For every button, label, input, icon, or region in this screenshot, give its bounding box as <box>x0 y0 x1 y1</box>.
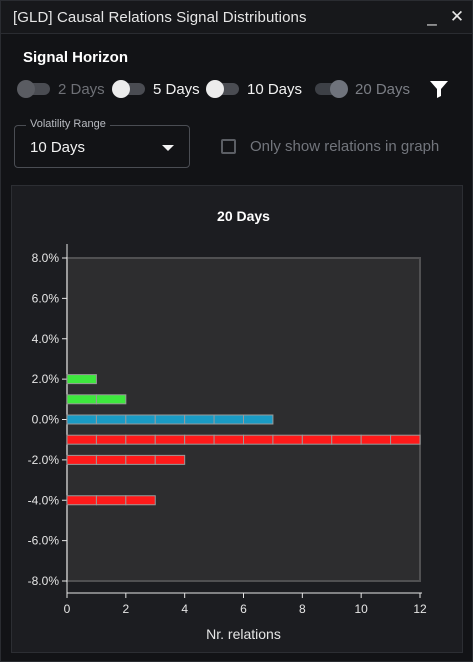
volatility-range-value: 10 Days <box>30 139 86 156</box>
y-tick-label: 4.0% <box>32 332 60 346</box>
volatility-range-select[interactable]: Volatility Range 10 Days <box>14 118 190 168</box>
bar-segment <box>66 394 97 405</box>
caret-down-icon <box>162 145 174 151</box>
toggle-2-days[interactable]: 2 Days <box>17 79 105 99</box>
volatility-range-legend: Volatility Range <box>26 118 110 130</box>
switch-track <box>206 80 239 98</box>
switch-knob <box>17 80 35 98</box>
bar-segment <box>125 454 156 465</box>
switch-knob <box>112 80 130 98</box>
toggle-5-days[interactable]: 5 Days <box>112 79 200 99</box>
y-tick-label: -8.0% <box>28 574 60 588</box>
title-bar: [GLD] Causal Relations Signal Distributi… <box>1 1 472 34</box>
bar-segment <box>95 454 127 465</box>
y-tick-label: 6.0% <box>32 291 60 305</box>
bar-segment <box>272 434 303 445</box>
bar-segment <box>243 414 274 425</box>
chart-panel: 20 Days 8.0% 6.0% 4.0% 2.0% 0.0% -2.0% -4.0% -6.… <box>11 185 463 653</box>
toggle-label: 5 Days <box>153 80 200 98</box>
bar-segment <box>95 434 127 445</box>
bar-segment <box>360 434 392 445</box>
x-tick-label: 2 <box>122 602 129 616</box>
only-show-checkbox[interactable] <box>221 139 236 154</box>
bar-segment <box>154 414 186 425</box>
bar-segment <box>184 414 215 425</box>
toggle-20-days[interactable]: 20 Days <box>315 79 410 99</box>
minimize-icon[interactable]: _ <box>427 7 437 26</box>
bar-segment <box>95 414 127 425</box>
switch-track <box>315 80 348 98</box>
bar-segment <box>66 495 97 506</box>
only-show-label[interactable]: Only show relations in graph <box>250 138 440 155</box>
filter-icon[interactable] <box>429 79 449 99</box>
y-tick-label: -6.0% <box>28 534 60 548</box>
toggle-10-days[interactable]: 10 Days <box>206 79 303 99</box>
bar-segment <box>66 434 97 445</box>
bar-segment <box>213 434 244 445</box>
y-tick-label: 8.0% <box>32 251 60 265</box>
bar-segment <box>66 414 97 425</box>
x-tick-label: 0 <box>64 602 71 616</box>
bar-segment <box>66 454 97 465</box>
bar-segment <box>184 434 215 445</box>
window-title: [GLD] Causal Relations Signal Distributi… <box>13 9 307 26</box>
bar-segment <box>125 434 156 445</box>
y-tick-label: -4.0% <box>28 493 60 507</box>
switch-knob <box>330 80 348 98</box>
x-tick-label: 8 <box>299 602 306 616</box>
y-tick-label: 0.0% <box>32 413 60 427</box>
bar-segment <box>243 434 274 445</box>
x-tick-label: 6 <box>240 602 247 616</box>
bar-segment <box>301 434 333 445</box>
toggle-label: 2 Days <box>58 80 105 98</box>
x-tick-label: 10 <box>354 602 368 616</box>
close-icon[interactable]: ✕ <box>449 7 465 26</box>
y-tick-label: 2.0% <box>32 372 60 386</box>
toggle-label: 10 Days <box>247 80 303 98</box>
chart-title: 20 Days <box>217 208 270 224</box>
switch-knob <box>206 80 224 98</box>
bar-segment <box>390 434 421 445</box>
toggle-label: 20 Days <box>355 80 411 98</box>
bar-segment <box>331 434 362 445</box>
signal-horizon-title: Signal Horizon <box>23 49 128 66</box>
bar-segment <box>154 434 186 445</box>
bar-segment <box>95 495 127 506</box>
x-tick-label: 4 <box>181 602 188 616</box>
bar-segment <box>66 374 97 385</box>
x-axis-label: Nr. relations <box>206 626 281 642</box>
bar-segment <box>213 414 244 425</box>
switch-track <box>112 80 145 98</box>
bar-chart: 20 Days 8.0% 6.0% 4.0% 2.0% 0.0% -2.0% -4.0% -6.… <box>28 208 427 642</box>
bar-segment <box>125 495 156 506</box>
bar-segment <box>95 394 127 405</box>
y-tick-label: -2.0% <box>28 453 60 467</box>
switch-track <box>17 80 50 98</box>
x-tick-label: 12 <box>413 602 427 616</box>
bar-segment <box>154 454 186 465</box>
bar-segment <box>125 414 156 425</box>
